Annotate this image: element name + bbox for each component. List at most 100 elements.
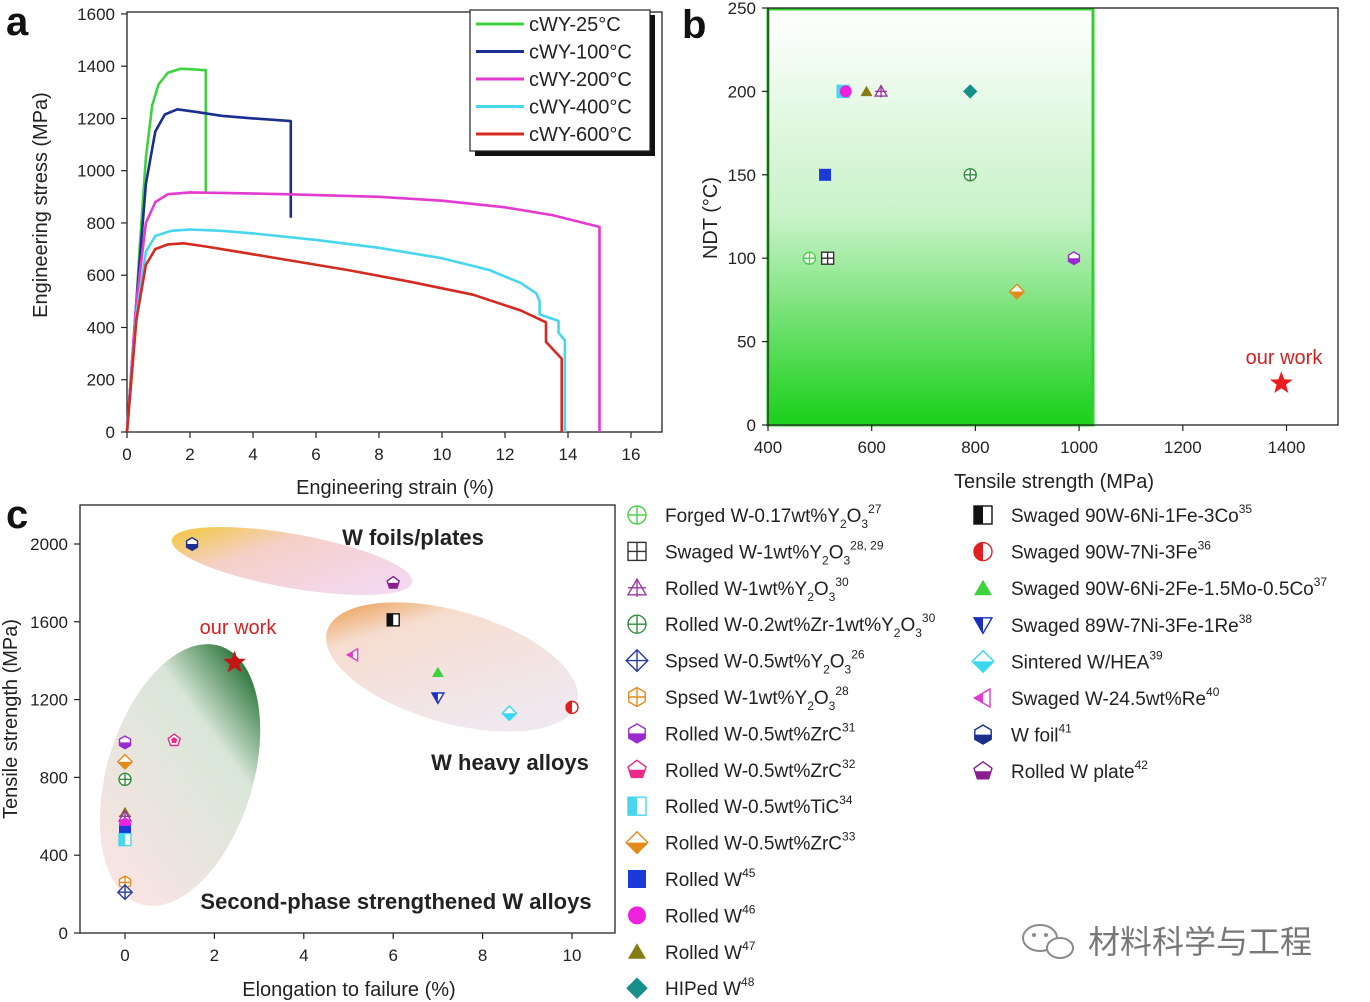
panel-b-point-7 bbox=[802, 251, 817, 265]
panel-b-frame bbox=[767, 7, 1339, 426]
panel-a-ytick-label-7: 1400 bbox=[77, 57, 115, 76]
panel-a-xtick-label-1: 2 bbox=[185, 445, 194, 464]
panel-b-point-11 bbox=[1269, 371, 1293, 393]
series-line-0 bbox=[125, 67, 208, 433]
watermark-text: 材料科学与工程 bbox=[1088, 923, 1312, 961]
panel-c-legend: Forged W-0.17wt%Y2O327 Swaged W-1wt%Y2O32… bbox=[625, 502, 1327, 1000]
legend-c-left-label-11: Rolled W46 bbox=[665, 902, 756, 927]
panel-b-point-9 bbox=[1067, 251, 1081, 266]
legend-c-left-label-5: Spsed W-1wt%Y2O328 bbox=[665, 684, 849, 713]
legend-c-left-label-4: Spsed W-0.5wt%Y2O326 bbox=[665, 648, 865, 677]
legend-c-left-label-0: Forged W-0.17wt%Y2O327 bbox=[665, 502, 882, 531]
legend-c-left-marker-9 bbox=[625, 830, 649, 855]
panel-c-point-4 bbox=[431, 666, 444, 677]
legend-c-left-marker-13 bbox=[626, 977, 648, 999]
w-foils-region bbox=[171, 527, 413, 595]
panel-c-point-6 bbox=[501, 705, 518, 722]
panel-a-xtick-label-3: 6 bbox=[311, 445, 320, 464]
panel-c-xtick-label-2: 4 bbox=[299, 946, 308, 965]
legend-c-right-marker-6 bbox=[974, 724, 992, 745]
legend-c-left-marker-5 bbox=[628, 686, 646, 708]
legend-c-left-label-3: Rolled W-0.2wt%Zr-1wt%Y2O330 bbox=[665, 611, 936, 640]
panel-c-ticks: 0 2 4 6 8 10 0 400 800 1200 1600 2000 bbox=[30, 535, 581, 965]
panel-a-series-group bbox=[125, 67, 601, 433]
panel-b-xtick-label-1: 600 bbox=[858, 438, 886, 457]
panel-b-ticks: 400 600 800 1000 1200 1400 0 50 100 150 200 250 bbox=[728, 0, 1306, 457]
panel-c-ytick-label-3: 1200 bbox=[30, 691, 68, 710]
panel-c-ytick-label-0: 0 bbox=[59, 924, 68, 943]
panel-b-ytick-label-5: 250 bbox=[728, 0, 756, 18]
legend-c-left-label-7: Rolled W-0.5wt%ZrC32 bbox=[665, 757, 856, 782]
legend-c-right-marker-7 bbox=[973, 760, 993, 780]
legend-c-left-marker-6 bbox=[628, 723, 646, 744]
panel-c-point-7 bbox=[565, 700, 579, 715]
panel-c-label: c bbox=[6, 493, 28, 537]
panel-b-point-10 bbox=[1008, 283, 1026, 300]
legend-c-left-label-13: HIPed W48 bbox=[665, 975, 755, 1000]
legend-c-right-label-5: Swaged W-24.5wt%Re40 bbox=[1011, 685, 1220, 710]
panel-c-points bbox=[116, 536, 579, 901]
legend-c-left-label-10: Rolled W45 bbox=[665, 866, 756, 891]
legend-c-left-marker-0 bbox=[627, 505, 647, 525]
panel-c-point-17 bbox=[118, 832, 132, 847]
panel-a-xtick-label-5: 10 bbox=[433, 445, 452, 464]
legend-c-right-label-1: Swaged 90W-7Ni-3Fe36 bbox=[1011, 539, 1211, 564]
panel-b-xtick-label-5: 1400 bbox=[1268, 438, 1306, 457]
legend-c-right-marker-0 bbox=[973, 505, 993, 525]
panel-a-ytick-label-5: 1000 bbox=[77, 162, 115, 181]
panel-b-point-1 bbox=[839, 85, 852, 98]
legend-c-left-label-1: Swaged W-1wt%Y2O328, 29 bbox=[665, 538, 884, 567]
panel-a-ytick-label-3: 600 bbox=[87, 266, 115, 285]
legend-c-right-label-4: Sintered W/HEA39 bbox=[1011, 648, 1163, 673]
panel-b-xtick-label-3: 1000 bbox=[1060, 438, 1098, 457]
legend-label-1: cWY-100°C bbox=[529, 42, 632, 64]
panel-c-point-3 bbox=[345, 647, 359, 663]
panel-c-xtick-label-1: 2 bbox=[210, 946, 219, 965]
panel-a-xtick-label-2: 4 bbox=[248, 445, 257, 464]
panel-b-ytick-label-1: 50 bbox=[737, 333, 756, 352]
panel-b-point-5 bbox=[819, 168, 832, 181]
panel-c-frame bbox=[79, 504, 616, 934]
panel-c-point-10 bbox=[118, 735, 132, 750]
legend-c-left-marker-1 bbox=[627, 541, 647, 562]
panel-c-xtick-label-3: 6 bbox=[388, 946, 397, 965]
legend-c-left-marker-8 bbox=[627, 796, 647, 816]
legend-c-right-marker-4 bbox=[971, 649, 995, 674]
panel-b-point-3 bbox=[873, 84, 889, 98]
panel-a-ytick-label-2: 400 bbox=[87, 318, 115, 337]
panel-a-legend: cWY-25°C cWY-100°C cWY-200°C cWY-400°C cWY-6… bbox=[469, 9, 655, 156]
legend-c-left-marker-3 bbox=[627, 614, 647, 634]
panel-c-ytick-label-4: 1600 bbox=[30, 613, 68, 632]
panel-c-xtick-label-5: 10 bbox=[563, 946, 582, 965]
panel-b-point-6 bbox=[963, 168, 977, 182]
panel-c-ylabel: Tensile strength (MPa) bbox=[0, 619, 22, 819]
panel-b-ytick-label-4: 200 bbox=[728, 82, 756, 101]
panel-b-ytick-label-2: 100 bbox=[728, 249, 756, 268]
legend-c-left-marker-7 bbox=[627, 759, 647, 779]
panel-c-xtick-label-0: 0 bbox=[120, 946, 129, 965]
panel-b-xtick-label-2: 800 bbox=[961, 438, 989, 457]
w-foils-label: W foils/plates bbox=[342, 525, 484, 550]
panel-a-xtick-label-4: 8 bbox=[374, 445, 383, 464]
panel-c-point-5 bbox=[430, 692, 446, 705]
panel-a-xtick-label-0: 0 bbox=[122, 445, 131, 464]
panel-a-ytick-label-8: 1600 bbox=[77, 5, 115, 24]
panel-c-point-11 bbox=[116, 753, 134, 770]
panel-b-ndt-chart: 400 600 800 1000 1200 1400 0 50 100 150 200 250 our… bbox=[700, 0, 1339, 493]
legend-c-right-label-0: Swaged 90W-6Ni-1Fe-3Co35 bbox=[1011, 502, 1252, 527]
legend-c-right-label-2: Swaged 90W-6Ni-2Fe-1.5Mo-0.5Co37 bbox=[1011, 575, 1327, 600]
series-line-2 bbox=[125, 191, 601, 433]
panel-a-xtick-label-6: 12 bbox=[496, 445, 515, 464]
legend-label-0: cWY-25°C bbox=[529, 14, 621, 36]
legend-c-left-label-12: Rolled W47 bbox=[665, 939, 756, 964]
legend-c-left-marker-11 bbox=[628, 906, 646, 925]
panel-a-ytick-label-0: 0 bbox=[106, 423, 115, 442]
panel-c-point-0 bbox=[185, 536, 199, 552]
panel-b-point-4 bbox=[963, 84, 978, 99]
panel-b-points bbox=[802, 84, 1293, 393]
legend-c-right-label-6: W foil41 bbox=[1011, 722, 1072, 747]
w-heavy-alloys-region bbox=[326, 602, 578, 732]
legend-c-right-marker-2 bbox=[974, 579, 992, 596]
panel-b-xtick-label-4: 1200 bbox=[1164, 438, 1202, 457]
